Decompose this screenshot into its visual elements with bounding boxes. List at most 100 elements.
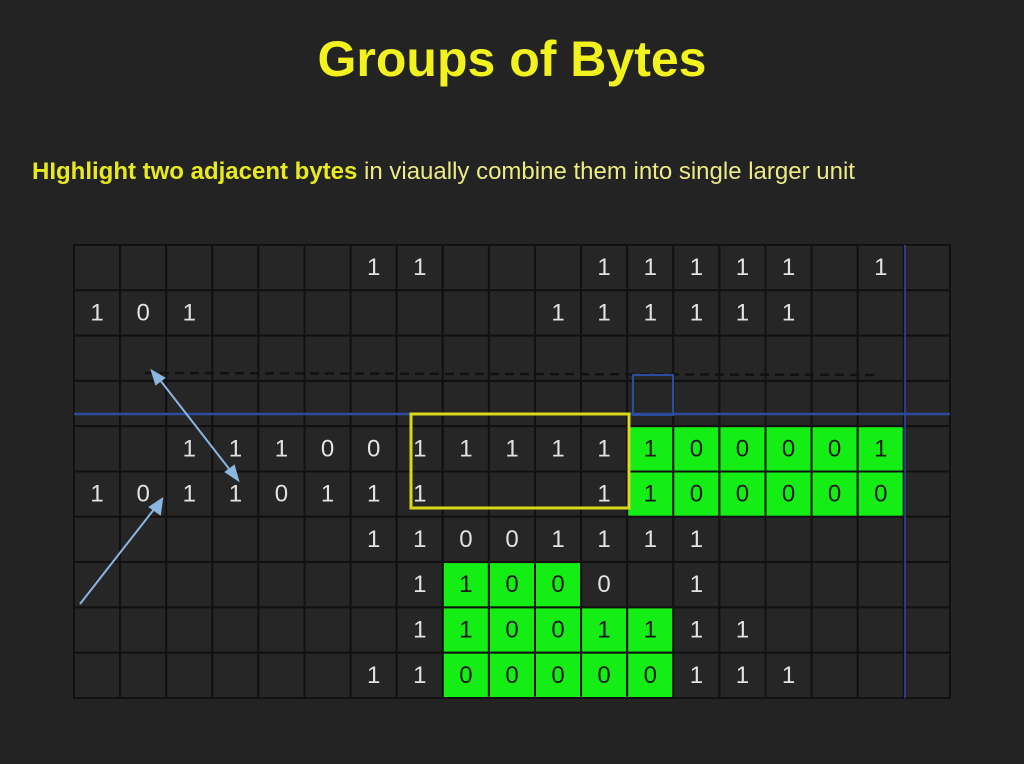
bit-cell xyxy=(349,651,398,700)
bit-cell xyxy=(73,289,122,337)
bit-cell xyxy=(902,244,951,292)
bit-cell xyxy=(764,561,813,609)
bit-cell xyxy=(441,470,490,518)
bit-cell xyxy=(349,379,398,428)
highlighted-bit-cell xyxy=(718,470,767,518)
bit-cell xyxy=(257,606,306,654)
bit-cell xyxy=(672,379,721,428)
bit-cell xyxy=(856,334,905,382)
bit-value: 1 xyxy=(183,435,196,462)
bit-value: 1 xyxy=(597,435,610,462)
bit-cell xyxy=(73,515,122,564)
bit-cell xyxy=(902,470,951,518)
bit-cell xyxy=(257,244,306,292)
bit-value: 1 xyxy=(90,481,103,508)
bit-value: 1 xyxy=(459,617,472,644)
bit-cell xyxy=(73,379,122,428)
bit-cell xyxy=(856,606,905,654)
bit-cell xyxy=(395,289,444,337)
bit-cell xyxy=(73,244,122,292)
bit-cell xyxy=(810,244,859,292)
bit-cell xyxy=(73,470,122,518)
highlighted-bit-cell xyxy=(856,425,905,473)
bit-cell xyxy=(441,289,490,337)
bit-cell xyxy=(626,561,675,609)
bit-cell xyxy=(257,651,306,700)
bit-value: 1 xyxy=(413,254,426,281)
bit-cell xyxy=(718,651,767,700)
bit-cell xyxy=(856,289,905,337)
bit-cell xyxy=(303,244,352,292)
bit-value: 1 xyxy=(413,481,426,508)
bit-cell xyxy=(211,515,260,564)
bit-cell xyxy=(257,425,306,473)
bit-value: 1 xyxy=(367,481,380,508)
bit-value: 1 xyxy=(644,617,657,644)
bit-value: 1 xyxy=(782,299,795,326)
bit-cell xyxy=(73,606,122,654)
bit-cell xyxy=(441,379,490,428)
bit-value: 1 xyxy=(229,481,242,508)
bit-value: 1 xyxy=(229,435,242,462)
bit-value: 0 xyxy=(275,481,288,508)
bit-value: 0 xyxy=(505,617,518,644)
bit-cell xyxy=(902,425,951,473)
bit-value: 0 xyxy=(782,435,795,462)
bit-value: 1 xyxy=(690,254,703,281)
bit-value: 0 xyxy=(137,299,150,326)
bit-cell xyxy=(487,515,536,564)
bit-value: 1 xyxy=(459,435,472,462)
bit-cell xyxy=(165,561,214,609)
bit-value: 1 xyxy=(597,299,610,326)
bit-cell xyxy=(257,561,306,609)
bit-cell xyxy=(303,289,352,337)
bit-value: 0 xyxy=(551,571,564,598)
bit-value: 1 xyxy=(874,435,887,462)
bit-value: 0 xyxy=(459,662,472,689)
bit-cell xyxy=(211,606,260,654)
bit-cell xyxy=(810,606,859,654)
bit-value: 0 xyxy=(690,481,703,508)
bit-cell xyxy=(856,515,905,564)
bit-cell xyxy=(718,379,767,428)
bit-value: 1 xyxy=(413,617,426,644)
bit-cell xyxy=(395,379,444,428)
arrow-pointer xyxy=(79,496,164,605)
focus-box xyxy=(632,374,674,416)
bit-value: 0 xyxy=(736,435,749,462)
bit-cell xyxy=(211,425,260,473)
bit-value: 1 xyxy=(690,617,703,644)
highlighted-bit-cell xyxy=(534,651,583,700)
bit-cell xyxy=(718,334,767,382)
bit-cell xyxy=(718,561,767,609)
bit-value: 1 xyxy=(551,299,564,326)
bit-cell xyxy=(718,606,767,654)
bit-cell xyxy=(395,425,444,473)
bit-cell xyxy=(303,425,352,473)
bit-cell xyxy=(303,606,352,654)
bit-cell xyxy=(119,561,168,609)
bit-cell xyxy=(487,289,536,337)
bit-cell xyxy=(165,515,214,564)
bit-value: 1 xyxy=(413,662,426,689)
bit-cell xyxy=(487,470,536,518)
bit-cell xyxy=(211,379,260,428)
bit-cell xyxy=(718,289,767,337)
bit-cell xyxy=(349,470,398,518)
bit-value: 1 xyxy=(367,526,380,553)
bit-cell xyxy=(73,334,122,382)
bit-value: 0 xyxy=(597,571,610,598)
highlighted-bit-cell xyxy=(441,651,490,700)
bit-value: 1 xyxy=(644,254,657,281)
bit-cell xyxy=(810,561,859,609)
bit-cell xyxy=(73,651,122,700)
bit-value: 0 xyxy=(459,526,472,553)
bit-cell xyxy=(349,289,398,337)
bit-cell xyxy=(303,379,352,428)
bit-cell xyxy=(303,561,352,609)
bit-cell xyxy=(119,334,168,382)
dashed-guide-line xyxy=(144,371,881,377)
highlighted-bit-cell xyxy=(441,561,490,609)
bit-cell xyxy=(165,289,214,337)
